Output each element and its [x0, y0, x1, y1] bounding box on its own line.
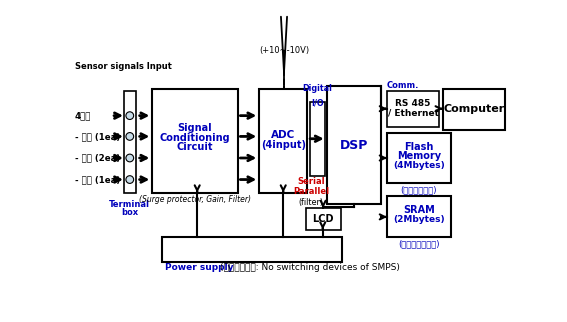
Text: - 온도 (1ea): - 온도 (1ea)	[75, 175, 120, 184]
Text: Signal: Signal	[177, 123, 212, 133]
Circle shape	[126, 112, 134, 119]
Text: (알고리즘저장): (알고리즘저장)	[401, 186, 437, 195]
Circle shape	[126, 133, 134, 140]
Text: box: box	[121, 208, 138, 217]
Bar	[124, 91, 136, 193]
Text: Circuit: Circuit	[177, 142, 213, 152]
Text: Computer: Computer	[443, 104, 505, 114]
Circle shape	[126, 176, 134, 184]
Text: (+10~-10V): (+10~-10V)	[259, 46, 309, 55]
Text: (2Mbytes): (2Mbytes)	[393, 215, 445, 224]
Bar	[443, 89, 505, 129]
Text: - 전류 (1ea): - 전류 (1ea)	[75, 132, 120, 141]
Bar	[387, 196, 451, 237]
Text: RS 485: RS 485	[395, 99, 431, 108]
Bar	[162, 237, 342, 262]
Text: Parallel: Parallel	[293, 187, 329, 195]
Bar	[310, 102, 325, 176]
Text: Conditioning: Conditioning	[159, 133, 230, 143]
Text: Terminal: Terminal	[109, 200, 150, 209]
Text: LCD: LCD	[312, 214, 334, 224]
Text: Flash: Flash	[404, 142, 434, 152]
Text: Comm.: Comm.	[387, 81, 420, 90]
Text: (노이즈최소화: No switching devices of SMPS): (노이즈최소화: No switching devices of SMPS)	[219, 263, 400, 272]
Text: / Ethernet: / Ethernet	[387, 109, 438, 118]
Circle shape	[126, 154, 134, 162]
Text: Memory: Memory	[397, 151, 441, 161]
Text: DSP: DSP	[340, 139, 368, 152]
Bar	[153, 89, 238, 193]
Text: Power supply: Power supply	[166, 263, 234, 272]
Text: Sensor signals Input: Sensor signals Input	[75, 62, 172, 71]
Bar	[387, 91, 439, 127]
Text: (측정데이터저장): (측정데이터저장)	[398, 240, 439, 249]
Text: Digital: Digital	[302, 83, 332, 92]
Text: (4Mbytes): (4Mbytes)	[393, 161, 445, 170]
Text: - 자속 (2ea): - 자속 (2ea)	[75, 154, 120, 163]
Text: ADC: ADC	[271, 129, 295, 139]
Text: Serial: Serial	[297, 176, 325, 185]
Text: 4쳄녀: 4쳄녀	[75, 111, 91, 120]
Bar	[259, 89, 307, 193]
Bar	[387, 133, 451, 184]
Text: SRAM: SRAM	[403, 205, 435, 215]
Text: (4input): (4input)	[261, 139, 306, 149]
Text: I/O: I/O	[311, 99, 324, 108]
Bar	[306, 208, 341, 230]
Text: (filter): (filter)	[299, 198, 324, 207]
Bar	[327, 86, 381, 204]
Text: (Surge protector, Gain, Filter): (Surge protector, Gain, Filter)	[139, 195, 251, 204]
